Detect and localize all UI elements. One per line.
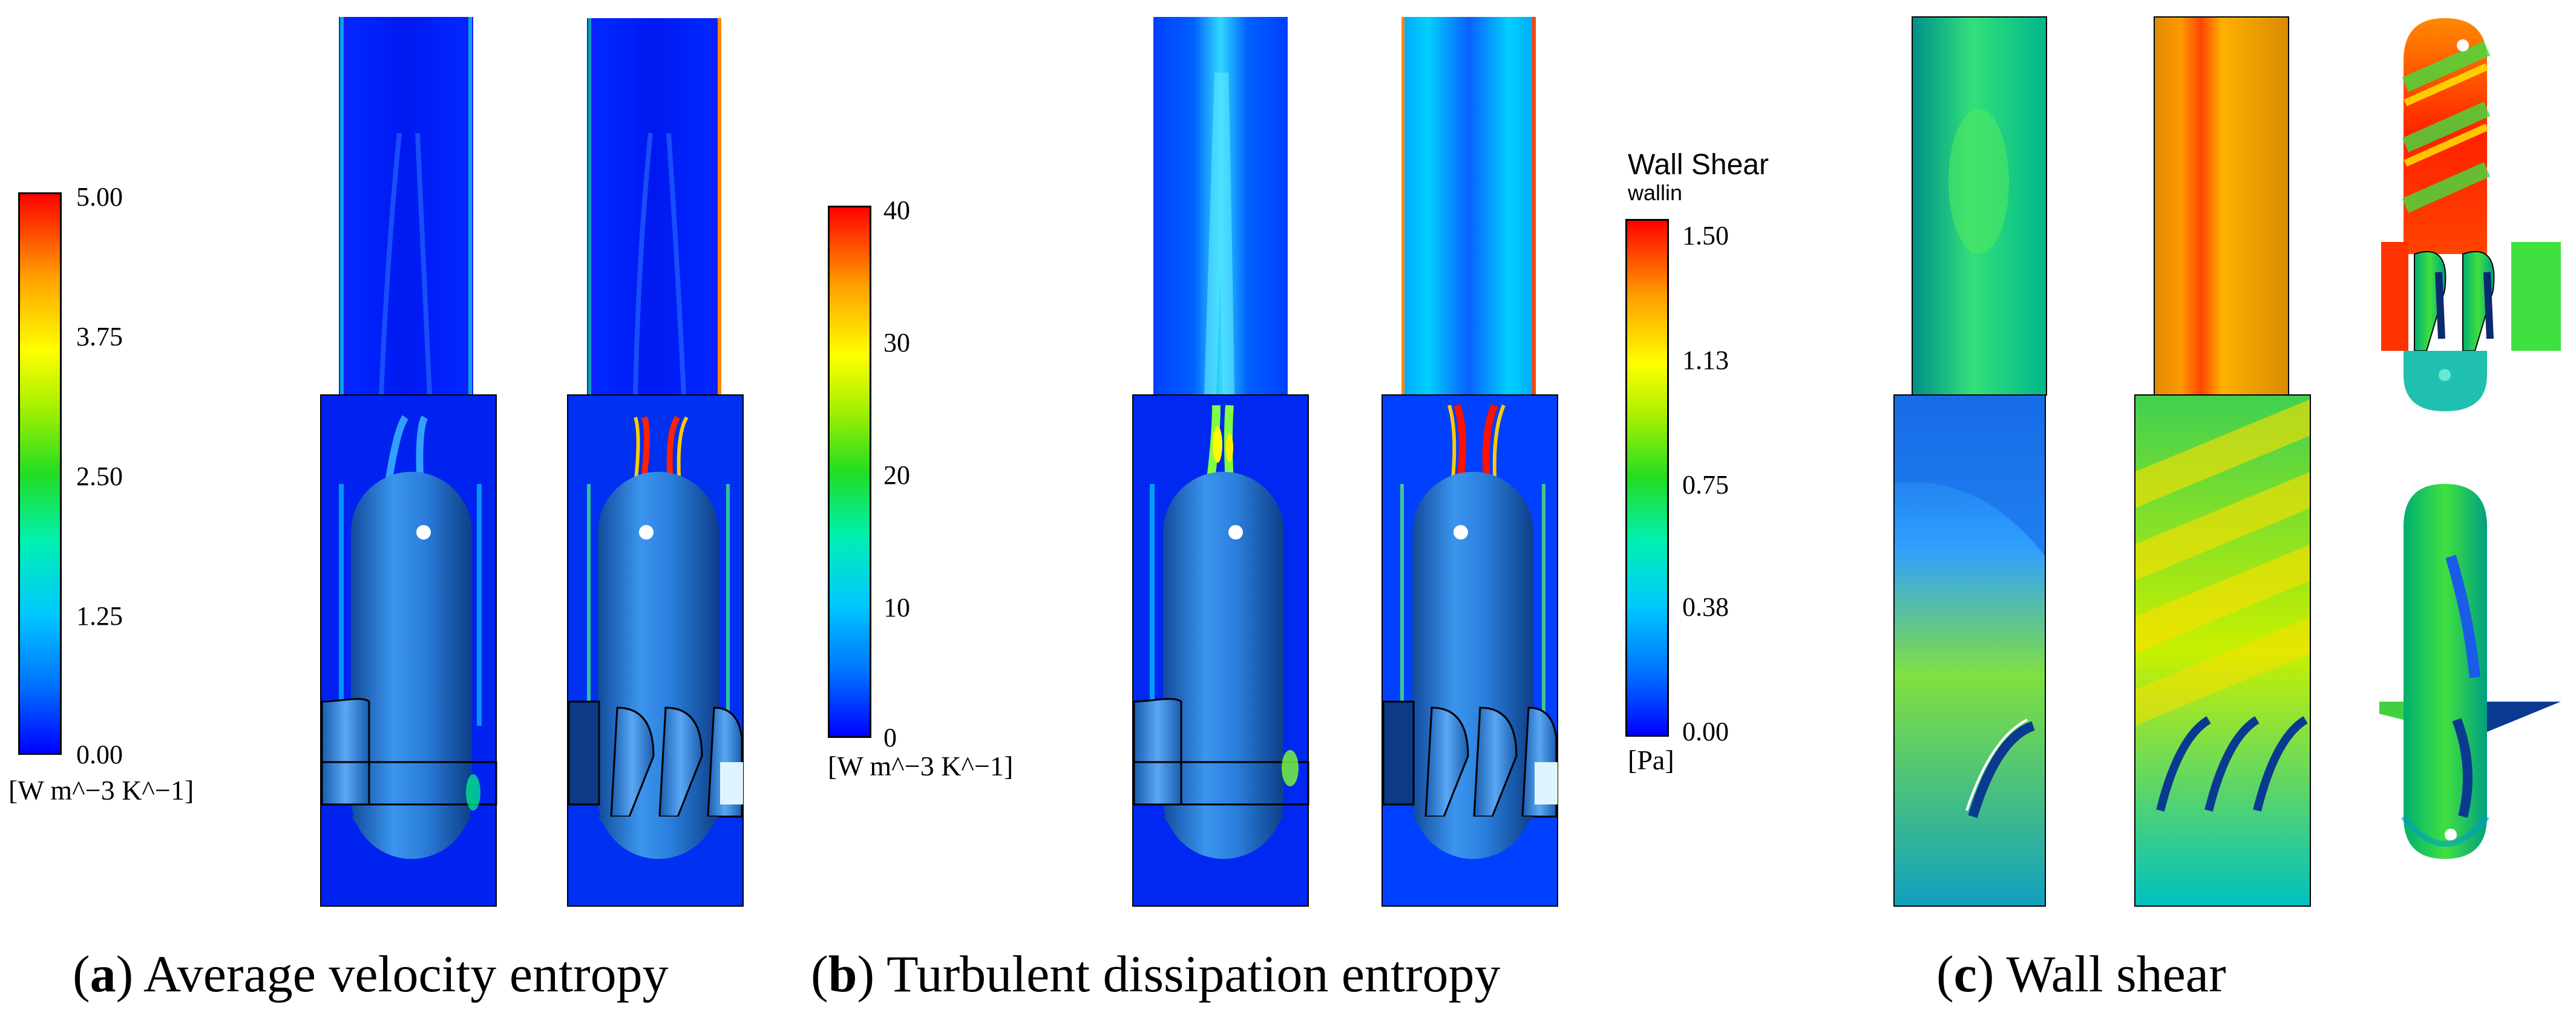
colorbar-c-unit: [Pa] [1628,745,1674,775]
colorbar-b-tick-2: 20 [883,460,910,490]
field-a1 [320,17,497,907]
wall-c2 [2134,16,2311,907]
colorbar-b-tick-3: 10 [883,593,910,622]
wall-c1 [1893,16,2047,907]
caption-c: (c) Wall shear [1936,945,2226,1003]
caption-b-letter: b [828,945,857,1003]
caption-c-letter: c [1953,945,1977,1003]
colorbar-c-title: Wall Shear [1628,149,1769,181]
colorbar-b-gradient [828,206,871,738]
colorbar-a-tick-1: 3.75 [76,322,123,351]
colorbar-b-tick-1: 30 [883,328,910,357]
colorbar-c-subtitle: wallin [1628,180,1683,205]
colorbar-b-unit: [W m^−3 K^−1] [828,751,1014,781]
caption-b: (b) Turbulent dissipation entropy [811,945,1501,1003]
caption-c-text: Wall shear [1994,945,2226,1003]
colorbar-a-tick-3: 1.25 [76,601,123,631]
caption-a: (a) Average velocity entropy [73,945,669,1003]
caption-a-letter: a [90,945,116,1003]
rotor-lower [2379,484,2561,859]
colorbar-a-tick-0: 5.00 [76,182,123,212]
colorbar-c-tick-2: 0.75 [1682,470,1729,500]
caption-b-text: Turbulent dissipation entropy [874,945,1501,1003]
colorbar-a-gradient [18,192,62,755]
colorbar-a-unit: [W m^−3 K^−1] [8,775,194,806]
colorbar-a-tick-2: 2.50 [76,462,123,491]
colorbar-c-tick-0: 1.50 [1682,221,1729,250]
field-b2 [1381,17,1558,907]
rotor-upper [2381,18,2561,411]
colorbar-b-tick-4: 0 [883,723,897,752]
field-b1 [1132,17,1309,907]
colorbar-c-gradient [1625,219,1669,737]
colorbar-a-tick-4: 0.00 [76,740,123,769]
colorbar-b-tick-0: 40 [883,195,910,225]
panel-c-wall-shear [1893,16,2561,907]
field-a2 [567,18,744,907]
caption-a-text: Average velocity entropy [133,945,669,1003]
colorbar-c-tick-1: 1.13 [1682,345,1729,375]
panel-a-velocity-entropy [320,17,744,907]
panel-b-dissipation-entropy [1132,17,1558,907]
colorbar-c-tick-4: 0.00 [1682,717,1729,746]
colorbar-c-tick-3: 0.38 [1682,592,1729,622]
